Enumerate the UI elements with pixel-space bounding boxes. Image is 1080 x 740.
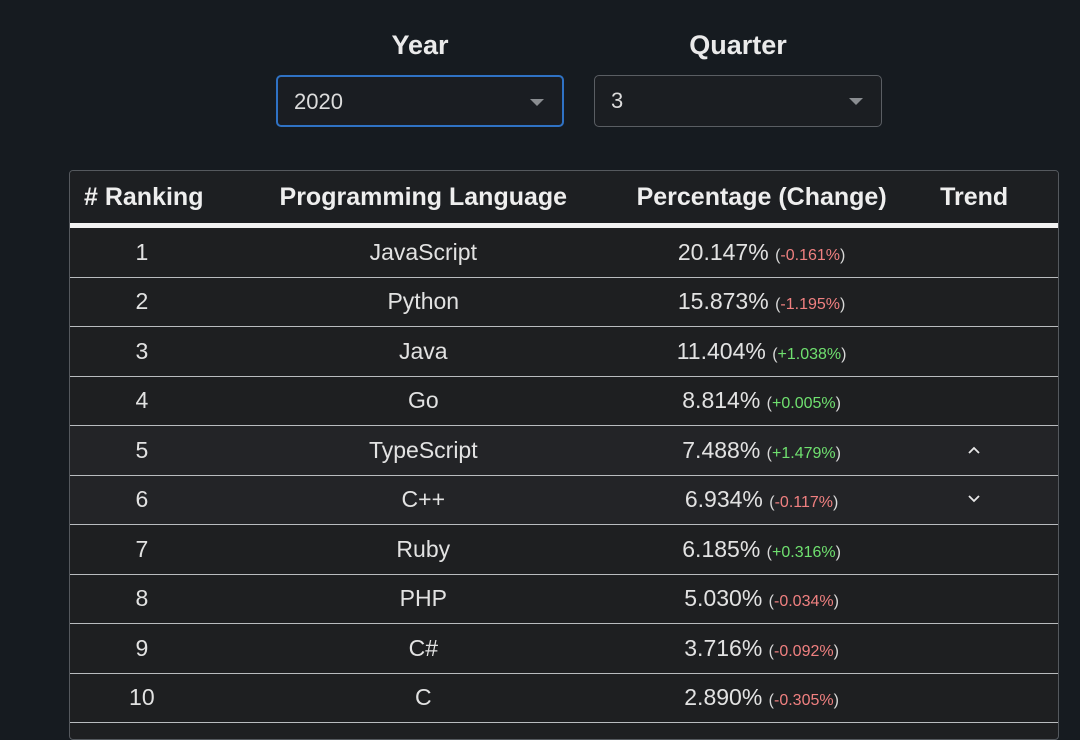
- change-amount: -0.034%: [774, 593, 834, 611]
- change-amount: -0.161%: [780, 246, 840, 264]
- change-amount: -0.305%: [774, 692, 834, 710]
- language-cell: PHP: [399, 585, 447, 612]
- header-language[interactable]: Programming Language: [279, 182, 568, 211]
- change-value: (-0.161%): [775, 246, 846, 264]
- language-cell: TypeScript: [368, 436, 478, 463]
- rank-cell: 6: [135, 486, 149, 513]
- percentage-value: 2.890%: [684, 684, 763, 711]
- percentage-cell: 2.890% (-0.305%): [633, 684, 890, 711]
- trend-cell: [890, 437, 1058, 464]
- language-cell: C#: [408, 634, 438, 661]
- year-filter: Year 2020: [276, 28, 564, 127]
- percentage-cell: 6.185% (+0.316%): [633, 536, 890, 563]
- rank-cell: 5: [135, 436, 149, 463]
- table-row[interactable]: 6 C++ 6.934% (-0.117%): [70, 475, 1058, 525]
- percentage-value: 8.814%: [682, 387, 761, 414]
- table-row[interactable]: 4 Go 8.814% (+0.005%): [70, 376, 1058, 426]
- rank-cell: 10: [129, 684, 155, 711]
- header-trend[interactable]: Trend: [940, 182, 1009, 211]
- table-header: # Ranking Programming Language Percentag…: [70, 171, 1058, 228]
- percentage-value: 15.873%: [677, 288, 769, 315]
- ranking-table: # Ranking Programming Language Percentag…: [69, 170, 1059, 740]
- percentage-value: 7.488%: [682, 436, 761, 463]
- percentage-value: 20.147%: [677, 238, 769, 265]
- change-amount: -0.092%: [774, 642, 834, 660]
- change-amount: -0.117%: [774, 494, 833, 512]
- change-value: (-1.195%): [775, 296, 846, 314]
- percentage-cell: 20.147% (-0.161%): [633, 239, 890, 266]
- table-row[interactable]: 9 C# 3.716% (-0.092%): [70, 624, 1058, 674]
- change-amount: +1.479%: [772, 444, 836, 462]
- header-percentage[interactable]: Percentage (Change): [636, 182, 887, 211]
- table-body: 1 JavaScript 20.147% (-0.161%) 2 Python 15.87…: [70, 228, 1058, 723]
- filters-bar: Year 2020 Quarter 3: [0, 28, 1080, 138]
- rank-cell: 1: [135, 238, 149, 265]
- change-value: (+0.005%): [766, 395, 841, 413]
- caret-down-icon: [849, 98, 863, 105]
- table-row[interactable]: 1 JavaScript 20.147% (-0.161%): [70, 228, 1058, 278]
- change-value: (-0.305%): [768, 692, 839, 710]
- caret-down-icon: [530, 99, 544, 106]
- quarter-select-value: 3: [611, 88, 624, 113]
- language-cell: C: [414, 684, 432, 711]
- table-row[interactable]: 2 Python 15.873% (-1.195%): [70, 277, 1058, 327]
- change-value: (-0.092%): [768, 642, 839, 660]
- percentage-cell: 15.873% (-1.195%): [633, 288, 890, 315]
- year-label: Year: [391, 30, 449, 60]
- quarter-filter: Quarter 3: [594, 28, 882, 127]
- language-cell: C++: [401, 486, 446, 513]
- chevron-down-icon: [966, 486, 982, 512]
- change-value: (+1.479%): [766, 444, 841, 462]
- percentage-cell: 5.030% (-0.034%): [633, 585, 890, 612]
- chevron-up-icon: [966, 437, 982, 463]
- percentage-cell: 11.404% (+1.038%): [633, 338, 890, 365]
- table-row[interactable]: 5 TypeScript 7.488% (+1.479%): [70, 426, 1058, 476]
- rank-cell: 4: [135, 387, 149, 414]
- rank-cell: 9: [135, 634, 149, 661]
- table-row[interactable]: 3 Java 11.404% (+1.038%): [70, 327, 1058, 377]
- language-cell: Java: [398, 337, 448, 364]
- percentage-value: 3.716%: [684, 634, 763, 661]
- percentage-cell: 8.814% (+0.005%): [633, 387, 890, 414]
- table-row[interactable]: 10 C 2.890% (-0.305%): [70, 673, 1058, 723]
- change-value: (+1.038%): [772, 345, 847, 363]
- language-cell: JavaScript: [369, 238, 477, 265]
- percentage-value: 6.185%: [682, 535, 761, 562]
- trend-cell: [890, 486, 1058, 513]
- language-cell: Python: [387, 288, 460, 315]
- change-amount: +1.038%: [777, 345, 842, 363]
- change-amount: +0.316%: [772, 543, 836, 561]
- quarter-label: Quarter: [689, 30, 787, 60]
- percentage-cell: 6.934% (-0.117%): [633, 486, 890, 513]
- percentage-value: 11.404%: [676, 337, 766, 364]
- year-select-value: 2020: [294, 89, 343, 114]
- rank-cell: 8: [135, 585, 149, 612]
- change-value: (-0.034%): [768, 593, 839, 611]
- percentage-value: 5.030%: [684, 585, 763, 612]
- language-cell: Go: [407, 387, 439, 414]
- quarter-select[interactable]: 3: [594, 75, 882, 127]
- header-ranking[interactable]: # Ranking: [84, 182, 204, 211]
- table-row[interactable]: 8 PHP 5.030% (-0.034%): [70, 574, 1058, 624]
- percentage-value: 6.934%: [684, 486, 763, 513]
- rank-cell: 2: [135, 288, 149, 315]
- change-value: (+0.316%): [766, 543, 841, 561]
- rank-cell: 7: [135, 535, 149, 562]
- percentage-cell: 3.716% (-0.092%): [633, 635, 890, 662]
- language-cell: Ruby: [396, 535, 451, 562]
- change-amount: -1.195%: [780, 296, 840, 314]
- table-row[interactable]: 7 Ruby 6.185% (+0.316%): [70, 525, 1058, 575]
- change-amount: +0.005%: [772, 395, 836, 413]
- change-value: (-0.117%): [769, 494, 839, 512]
- percentage-cell: 7.488% (+1.479%): [633, 437, 890, 464]
- rank-cell: 3: [135, 337, 149, 364]
- year-select[interactable]: 2020: [276, 75, 564, 127]
